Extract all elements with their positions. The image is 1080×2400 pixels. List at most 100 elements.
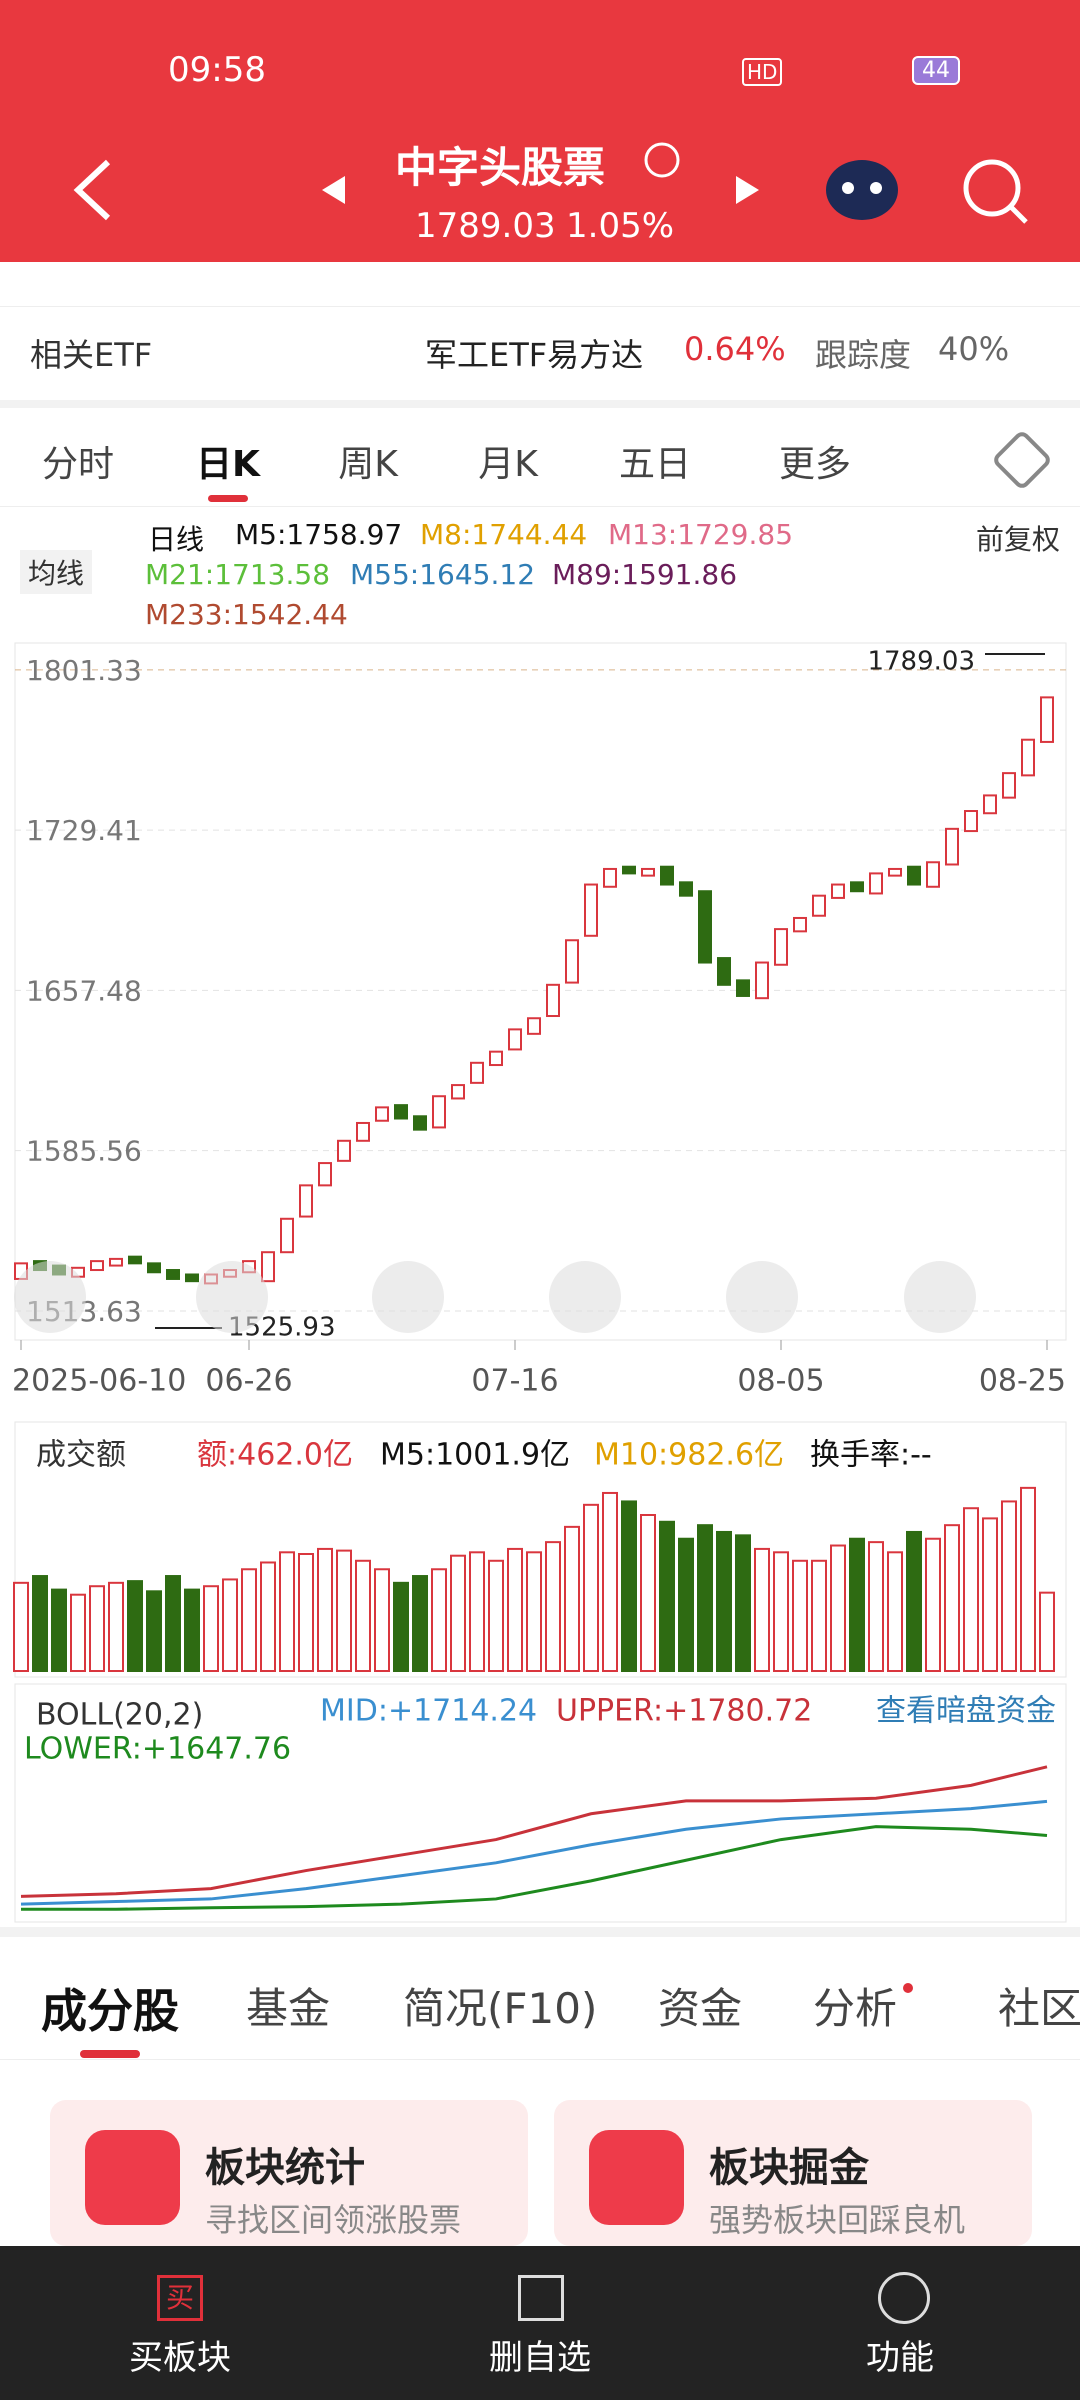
- volume-bar: [317, 1547, 333, 1672]
- candle: [432, 1095, 446, 1129]
- volume-bar: [526, 1551, 542, 1673]
- candle: [717, 957, 731, 986]
- candle: [394, 1104, 408, 1120]
- status-time: 09:58: [168, 50, 266, 90]
- status-hd: HD: [742, 58, 783, 86]
- candle: [90, 1260, 104, 1272]
- tab[interactable]: 日K: [196, 444, 260, 485]
- tab[interactable]: 分时: [41, 444, 114, 485]
- nav-item[interactable]: 买板块: [129, 2338, 231, 2378]
- volume-bar: [697, 1524, 713, 1672]
- robot-eye: [870, 182, 882, 194]
- volume-bar: [127, 1580, 143, 1672]
- volume-bar: [678, 1537, 694, 1672]
- volume-bar: [488, 1559, 504, 1672]
- candle: [508, 1028, 522, 1051]
- volume-bar: [450, 1554, 466, 1672]
- volume-bar: [336, 1549, 352, 1672]
- candle: [1002, 772, 1016, 799]
- candle: [109, 1257, 123, 1267]
- next[interactable]: [736, 176, 759, 204]
- etf-name[interactable]: 军工ETF易方达: [425, 336, 644, 374]
- y-tick-label: 1585.56: [26, 1135, 142, 1168]
- tab[interactable]: 五日: [618, 444, 691, 485]
- boll-link[interactable]: 查看暗盘资金: [876, 1694, 1056, 1729]
- y-tick-label: 1657.48: [26, 974, 142, 1007]
- volume-bar: [298, 1553, 314, 1672]
- boll-chart: BOLL(20,2) MID:+1714.24 UPPER:+1780.72 查看暗盘…: [14, 1683, 1067, 1923]
- tab2[interactable]: 基金: [245, 1984, 330, 2033]
- chart-control[interactable]: [372, 1261, 444, 1333]
- nav-item[interactable]: 功能: [866, 2338, 934, 2378]
- candle: [1021, 738, 1035, 777]
- y-tick-label: 1801.33: [26, 654, 142, 687]
- candle: [679, 881, 693, 897]
- candle: [888, 867, 902, 877]
- volume-bar: [1001, 1500, 1017, 1672]
- tab-underline: [208, 495, 248, 502]
- volume-bar: [1039, 1591, 1055, 1672]
- search[interactable]: [963, 159, 1021, 217]
- candle: [1040, 696, 1054, 743]
- chart-control[interactable]: [904, 1261, 976, 1333]
- x-tick-label: 07-16: [471, 1364, 558, 1399]
- candle: [451, 1084, 465, 1100]
- boll-line: [20, 1765, 1048, 1898]
- candle: [736, 979, 750, 997]
- x-tick-label: 06-26: [205, 1364, 292, 1399]
- volume-bar: [830, 1544, 846, 1673]
- chart-control[interactable]: [14, 1261, 86, 1333]
- nav-item[interactable]: 删自选: [489, 2338, 591, 2378]
- tab2[interactable]: 资金: [657, 1984, 742, 2033]
- title: 中字头股票: [395, 143, 606, 192]
- volume-bar: [469, 1551, 485, 1673]
- robot[interactable]: [826, 160, 898, 220]
- tab[interactable]: 周K: [338, 444, 398, 485]
- prev[interactable]: [322, 176, 345, 204]
- chart-control[interactable]: [726, 1261, 798, 1333]
- info[interactable]: [644, 142, 680, 178]
- adjust[interactable]: 前复权: [975, 523, 1060, 556]
- nav-icon: [518, 2275, 564, 2321]
- nav-icon: [878, 2272, 930, 2324]
- back[interactable]: [73, 159, 111, 221]
- header: [0, 0, 1080, 262]
- card-title: 板块掘金: [709, 2145, 869, 2191]
- chart-control[interactable]: [196, 1261, 268, 1333]
- tab[interactable]: 月K: [478, 444, 538, 485]
- tab2[interactable]: 成分股: [41, 1984, 179, 2038]
- boll-upper: UPPER:+1780.72: [556, 1694, 812, 1729]
- plot-frame: [14, 642, 1067, 1341]
- tab2[interactable]: 简况(F10): [403, 1984, 598, 2033]
- volume-bar: [70, 1593, 86, 1672]
- volume-bar: [602, 1491, 618, 1672]
- volume-bar: [374, 1568, 390, 1672]
- volume-bar: [431, 1568, 447, 1672]
- change: 1.05%: [566, 206, 675, 246]
- candle: [983, 794, 997, 815]
- volume-bar: [507, 1547, 523, 1672]
- y-tick-label: 1729.41: [26, 814, 142, 847]
- battery: 44: [912, 56, 960, 85]
- ma-selector[interactable]: 均线: [20, 550, 93, 594]
- chart-control[interactable]: [549, 1261, 621, 1333]
- volume-bar: [51, 1588, 67, 1672]
- candle: [584, 883, 598, 937]
- volume-bar: [260, 1561, 276, 1672]
- volume-bar: [659, 1520, 675, 1672]
- frame: [14, 1683, 1067, 1923]
- card-desc: 强势板块回踩良机: [709, 2201, 966, 2239]
- x-tick-label: 08-25: [979, 1364, 1066, 1399]
- candle: [945, 827, 959, 866]
- boll-label: BOLL(20,2): [36, 1698, 203, 1733]
- volume-bar: [545, 1541, 561, 1672]
- volume-bar: [108, 1581, 124, 1672]
- tab2[interactable]: 社区: [997, 1984, 1080, 2033]
- volume-bar: [241, 1568, 257, 1672]
- candle: [774, 928, 788, 966]
- tab2[interactable]: 分析: [812, 1984, 897, 2033]
- candle: [299, 1184, 313, 1218]
- tab[interactable]: 更多: [778, 444, 851, 485]
- volume-bar: [89, 1585, 105, 1672]
